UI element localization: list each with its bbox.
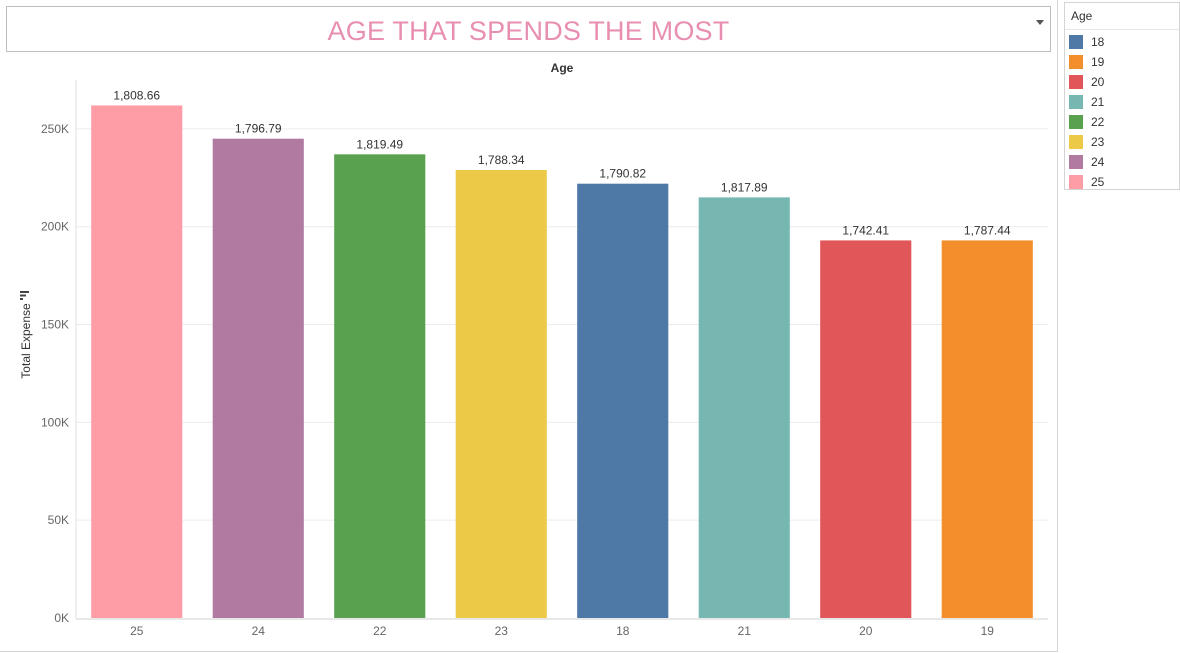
data-label: 1,742.41 bbox=[842, 223, 889, 237]
x-tick-label: 23 bbox=[495, 624, 509, 638]
y-tick-label: 150K bbox=[41, 318, 69, 332]
legend-swatch bbox=[1069, 115, 1083, 129]
dashboard-title-box[interactable]: AGE THAT SPENDS THE MOST bbox=[6, 6, 1051, 52]
legend-label: 20 bbox=[1091, 75, 1105, 89]
x-tick-label: 25 bbox=[130, 624, 144, 638]
legend-label: 19 bbox=[1091, 55, 1105, 69]
legend-swatch bbox=[1069, 55, 1083, 69]
color-legend: Age 18 19 20 21 22 23 24 25 bbox=[1064, 2, 1180, 190]
data-label: 1,788.34 bbox=[478, 153, 525, 167]
y-tick-label: 50K bbox=[48, 513, 69, 527]
bar-age-25[interactable] bbox=[91, 105, 183, 618]
dashboard-title: AGE THAT SPENDS THE MOST bbox=[327, 16, 730, 46]
bar-age-21[interactable] bbox=[698, 197, 790, 618]
x-tick-label: 19 bbox=[981, 624, 995, 638]
data-label: 1,817.89 bbox=[721, 180, 768, 194]
legend-swatch bbox=[1069, 95, 1083, 109]
legend-item-19[interactable]: 19 bbox=[1069, 53, 1177, 71]
legend-label: 23 bbox=[1091, 135, 1105, 149]
legend-item-22[interactable]: 22 bbox=[1069, 113, 1177, 131]
x-axis-title: Age bbox=[551, 61, 574, 75]
data-labels: 1,808.66 1,796.79 1,819.49 1,788.34 1,790.82… bbox=[113, 88, 1011, 237]
legend-item-18[interactable]: 18 bbox=[1069, 33, 1177, 51]
legend-swatch bbox=[1069, 155, 1083, 169]
data-label: 1,796.79 bbox=[235, 122, 282, 136]
x-tick-label: 18 bbox=[616, 624, 630, 638]
legend-item-25[interactable]: 25 bbox=[1069, 173, 1177, 191]
bar-age-19[interactable] bbox=[941, 240, 1033, 618]
legend-label: 24 bbox=[1091, 155, 1105, 169]
data-label: 1,790.82 bbox=[599, 167, 646, 181]
legend-label: 22 bbox=[1091, 115, 1105, 129]
x-tick-label: 21 bbox=[738, 624, 752, 638]
bar-age-23[interactable] bbox=[455, 169, 547, 618]
data-label: 1,787.44 bbox=[964, 223, 1011, 237]
y-tick-label: 100K bbox=[41, 415, 69, 429]
bar-age-20[interactable] bbox=[820, 240, 912, 618]
legend-label: 18 bbox=[1091, 35, 1105, 49]
legend-label: 25 bbox=[1091, 175, 1105, 189]
legend-swatch bbox=[1069, 135, 1083, 149]
legend-swatch bbox=[1069, 175, 1083, 189]
data-label: 1,819.49 bbox=[356, 137, 403, 151]
chevron-down-icon[interactable] bbox=[1036, 20, 1044, 25]
legend-label: 21 bbox=[1091, 95, 1105, 109]
legend-swatch bbox=[1069, 75, 1083, 89]
axes: Age Total Expense 0K 50K 100K 150K 200K 250K 2… bbox=[19, 61, 1048, 638]
bars bbox=[91, 105, 1033, 619]
sort-descending-icon[interactable] bbox=[20, 291, 29, 300]
y-tick-label: 200K bbox=[41, 220, 69, 234]
bar-age-24[interactable] bbox=[212, 138, 304, 618]
y-axis-title[interactable]: Total Expense bbox=[19, 303, 33, 379]
legend-swatch bbox=[1069, 35, 1083, 49]
legend-title: Age bbox=[1071, 9, 1093, 23]
legend-item-23[interactable]: 23 bbox=[1069, 133, 1177, 151]
legend-divider bbox=[1065, 29, 1179, 30]
bar-age-22[interactable] bbox=[334, 154, 426, 619]
legend-item-20[interactable]: 20 bbox=[1069, 73, 1177, 91]
legend-item-24[interactable]: 24 bbox=[1069, 153, 1177, 171]
x-tick-label: 24 bbox=[252, 624, 266, 638]
x-tick-label: 20 bbox=[859, 624, 873, 638]
data-label: 1,808.66 bbox=[113, 88, 160, 102]
bar-age-18[interactable] bbox=[577, 183, 669, 619]
x-tick-label: 22 bbox=[373, 624, 387, 638]
legend-item-21[interactable]: 21 bbox=[1069, 93, 1177, 111]
y-tick-label: 250K bbox=[41, 122, 69, 136]
y-tick-label: 0K bbox=[54, 611, 69, 625]
bar-chart: Age Total Expense 0K 50K 100K 150K 200K 250K 2… bbox=[19, 61, 1048, 638]
